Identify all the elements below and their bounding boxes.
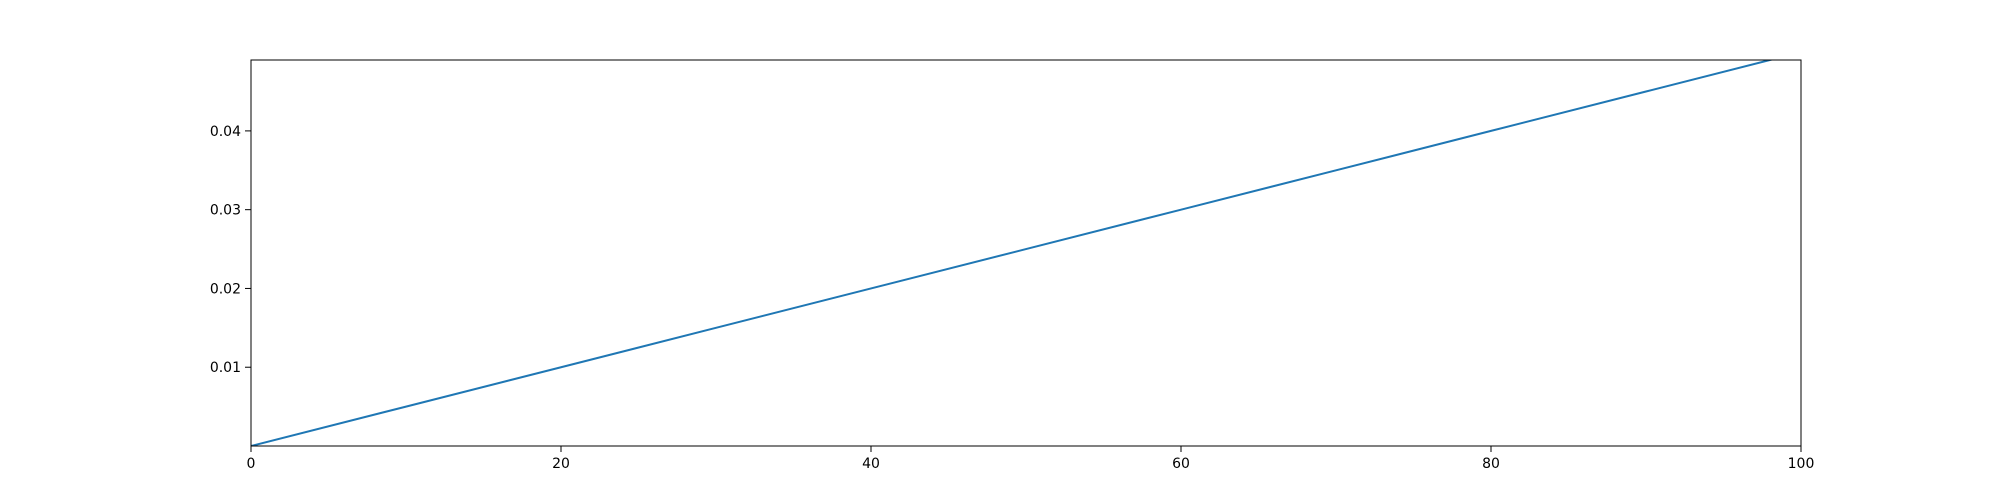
- y-tick-label: 0.01: [210, 360, 241, 376]
- y-tick-label: 0.03: [210, 203, 241, 219]
- series-line-1: [251, 60, 1775, 446]
- x-tick-label: 80: [1482, 456, 1500, 472]
- plot-area: [251, 60, 1775, 446]
- x-tick-label: 0: [247, 456, 256, 472]
- x-tick-label: 60: [1172, 456, 1190, 472]
- x-tick-label: 20: [552, 456, 570, 472]
- y-tick-label: 0.04: [210, 124, 241, 140]
- y-tick-label: 0.02: [210, 281, 241, 297]
- x-tick-label: 40: [862, 456, 880, 472]
- x-tick-label: 100: [1788, 456, 1815, 472]
- axes-frame: [250, 59, 1802, 447]
- axes: 0 20 40 60 80 100 0.01 0.02 0.03 0.04: [210, 59, 1815, 472]
